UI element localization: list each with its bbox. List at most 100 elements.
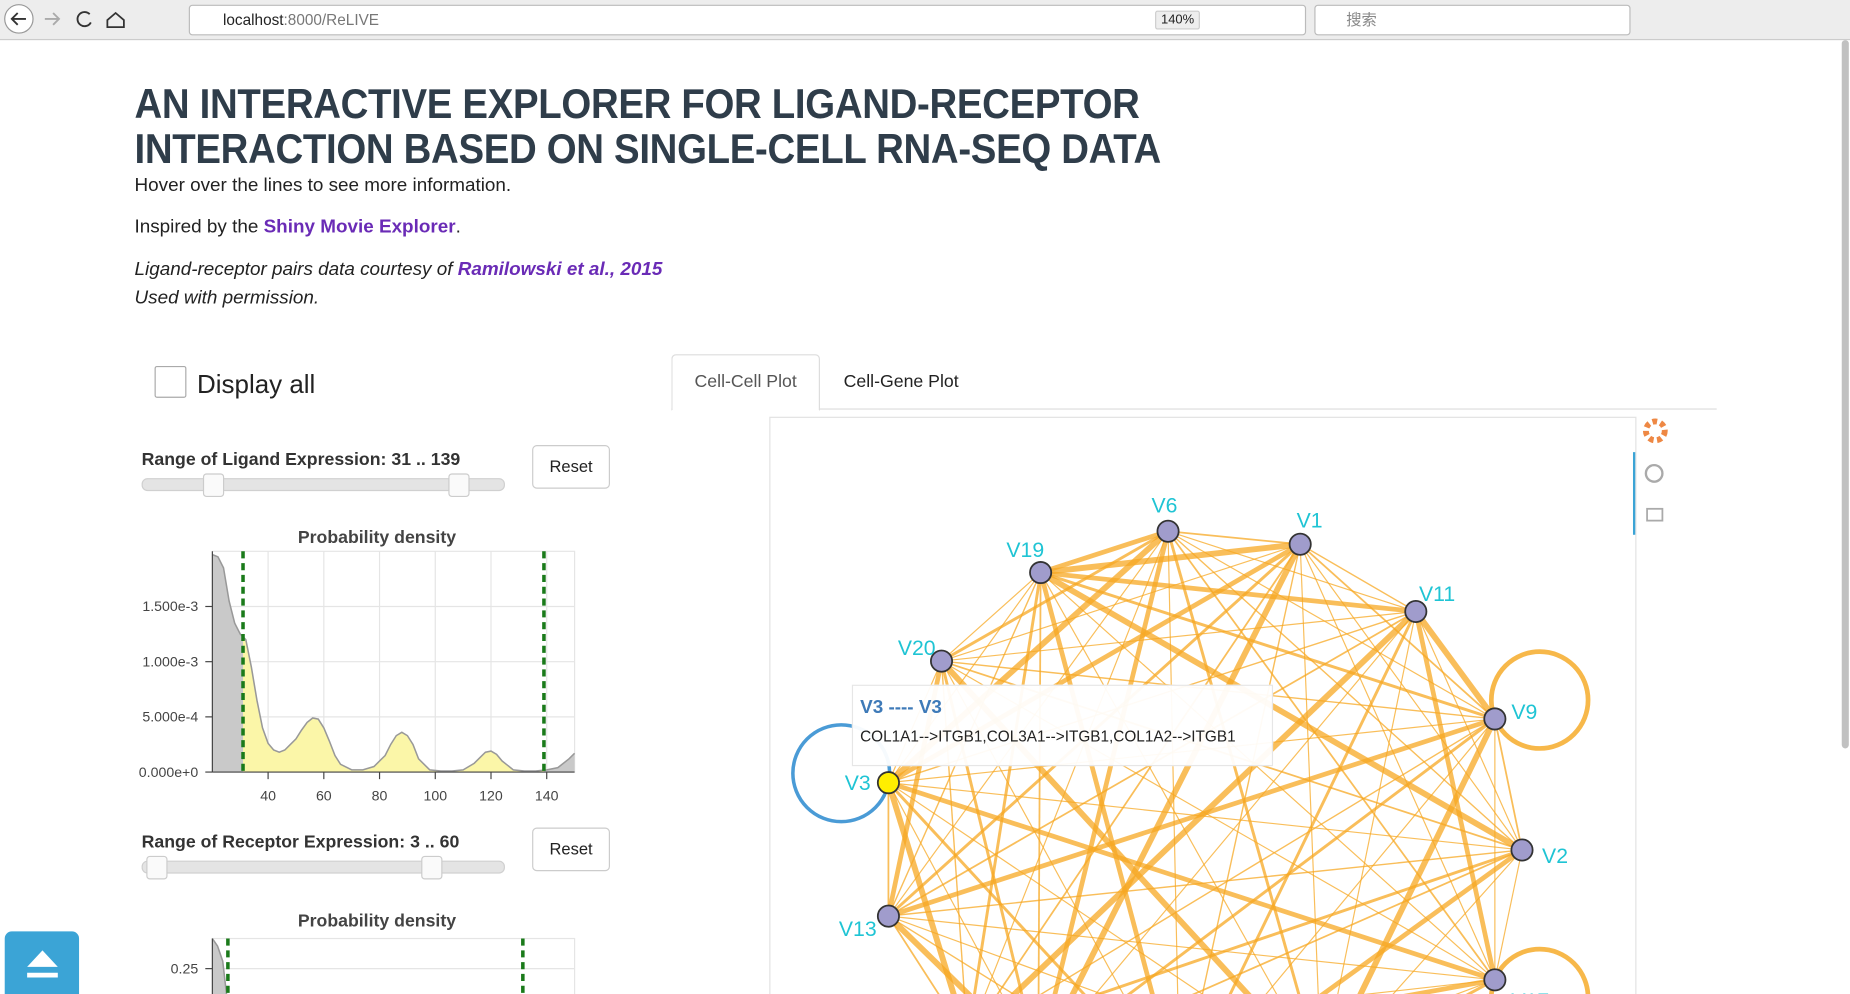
node [1288, 532, 1312, 556]
node [930, 649, 954, 673]
node [1404, 599, 1428, 624]
zoom-level[interactable]: 140% [1155, 10, 1201, 30]
tab-active[interactable]: Cell-Cell Plot [671, 354, 820, 411]
edge [1040, 570, 1417, 614]
node-label: V19 [1006, 538, 1044, 562]
edge [1299, 543, 1523, 851]
slider-handle[interactable] [202, 473, 225, 497]
edge [1039, 528, 1169, 575]
tab-line [671, 408, 1717, 410]
plot-area [211, 937, 576, 994]
hover-note: Hover over the lines to see more informa… [134, 175, 512, 196]
url-host: localhost [222, 10, 284, 29]
edge [887, 716, 1496, 919]
edge [1038, 571, 1155, 994]
density-charts: Probability density 0.000e+0 5.000e-4 1.000… [139, 527, 576, 994]
edge [1228, 610, 1418, 994]
edge [1337, 611, 1417, 994]
edge [996, 543, 1301, 994]
edge [1299, 543, 1496, 981]
edge [984, 531, 1169, 994]
slider-handle[interactable] [448, 473, 470, 497]
slider-track[interactable] [141, 860, 505, 874]
edge [1392, 849, 1523, 994]
browser-toolbar: localhost:8000/ReLIVE 140% 搜索 [0, 0, 1850, 41]
edge [888, 915, 1104, 994]
y-tick-label: 1.000e-3 [142, 654, 198, 670]
node-label: V20 [898, 636, 936, 660]
density-fill-range [243, 636, 544, 773]
checkbox[interactable] [154, 365, 187, 398]
x-tick-label: 100 [423, 788, 447, 804]
y-tick-label: 0.000e+0 [139, 765, 199, 781]
edge [1126, 717, 1496, 994]
node-label: V17 [1511, 989, 1549, 994]
text: Ligand-receptor pairs data courtesy of [134, 259, 453, 280]
plot-frame [769, 416, 1637, 994]
reload-button[interactable] [76, 11, 92, 28]
permission-note: Used with permission. [134, 288, 320, 309]
link[interactable]: Ramilowski et al., 2015 [457, 259, 663, 280]
edge [1040, 718, 1496, 994]
url-bar[interactable]: localhost:8000/ReLIVE 140% [188, 4, 1307, 36]
density-line [212, 553, 576, 772]
edge [941, 543, 1301, 662]
edge [887, 781, 1086, 994]
active-indicator [1632, 452, 1636, 535]
range-low: 3 [410, 832, 420, 853]
reset-button[interactable]: Reset [532, 445, 610, 489]
node-label: V3 [845, 771, 871, 795]
range-high: 60 [439, 832, 460, 853]
node [1510, 838, 1534, 862]
tooltip-title: V3 ---- V3 [860, 697, 942, 718]
text: . [455, 217, 461, 238]
checkbox-label: Display all [197, 369, 316, 400]
bokeh-logo[interactable] [1642, 418, 1668, 444]
range-separator: .. [424, 832, 435, 853]
range-separator: .. [415, 449, 426, 470]
slider-handle[interactable] [146, 855, 168, 880]
page-title: AN INTERACTIVE EXPLORER FOR LIGAND-RECEP… [135, 82, 1162, 173]
node-label: V6 [1152, 493, 1178, 517]
eject-icon [27, 950, 58, 978]
y-tick-label: 1.500e-3 [142, 599, 198, 615]
tooltip-detail: COL1A1-->ITGB1,COL3A1-->ITGB1,COL1A2-->I… [860, 727, 1236, 745]
node-label: V13 [839, 917, 877, 941]
link[interactable]: Shiny Movie Explorer [263, 217, 456, 238]
zoom-tool[interactable] [1644, 463, 1664, 483]
self-loop [1488, 649, 1591, 751]
range-low: 31 [391, 449, 412, 470]
scroll-button[interactable] [4, 931, 80, 994]
slider-track[interactable] [141, 478, 505, 492]
node-label: V2 [1542, 844, 1568, 868]
node [1483, 968, 1507, 992]
edge [1494, 718, 1523, 851]
edge [1010, 609, 1418, 994]
reset-button[interactable]: Reset [532, 827, 610, 872]
x-tick-label: 80 [372, 788, 388, 804]
edge [888, 915, 1015, 994]
tab[interactable]: Cell-Gene Plot [843, 371, 959, 392]
courtesy-line: Ligand-receptor pairs data courtesy of R… [135, 260, 663, 281]
slider-handle[interactable] [421, 855, 443, 880]
edge [1094, 848, 1523, 994]
edge [1415, 611, 1523, 851]
node-label: V1 [1297, 509, 1323, 533]
slider-label: Range of Ligand Expression: 31 .. 139 [142, 450, 461, 470]
edge [1167, 530, 1417, 613]
edge [1167, 530, 1496, 720]
home-button[interactable] [106, 11, 125, 29]
edge [886, 913, 973, 994]
scrollbar[interactable] [1841, 40, 1849, 749]
edge [888, 849, 1523, 917]
node-label: V9 [1511, 700, 1537, 724]
forward-button[interactable] [44, 12, 61, 26]
density-line [211, 938, 228, 994]
slider-label: Range of Receptor Expression: 3 .. 60 [142, 832, 460, 852]
node [1156, 519, 1180, 543]
search-box[interactable]: 搜索 [1314, 4, 1631, 36]
hover-tool[interactable] [1646, 507, 1664, 522]
node [876, 771, 900, 795]
edge [1299, 543, 1417, 613]
